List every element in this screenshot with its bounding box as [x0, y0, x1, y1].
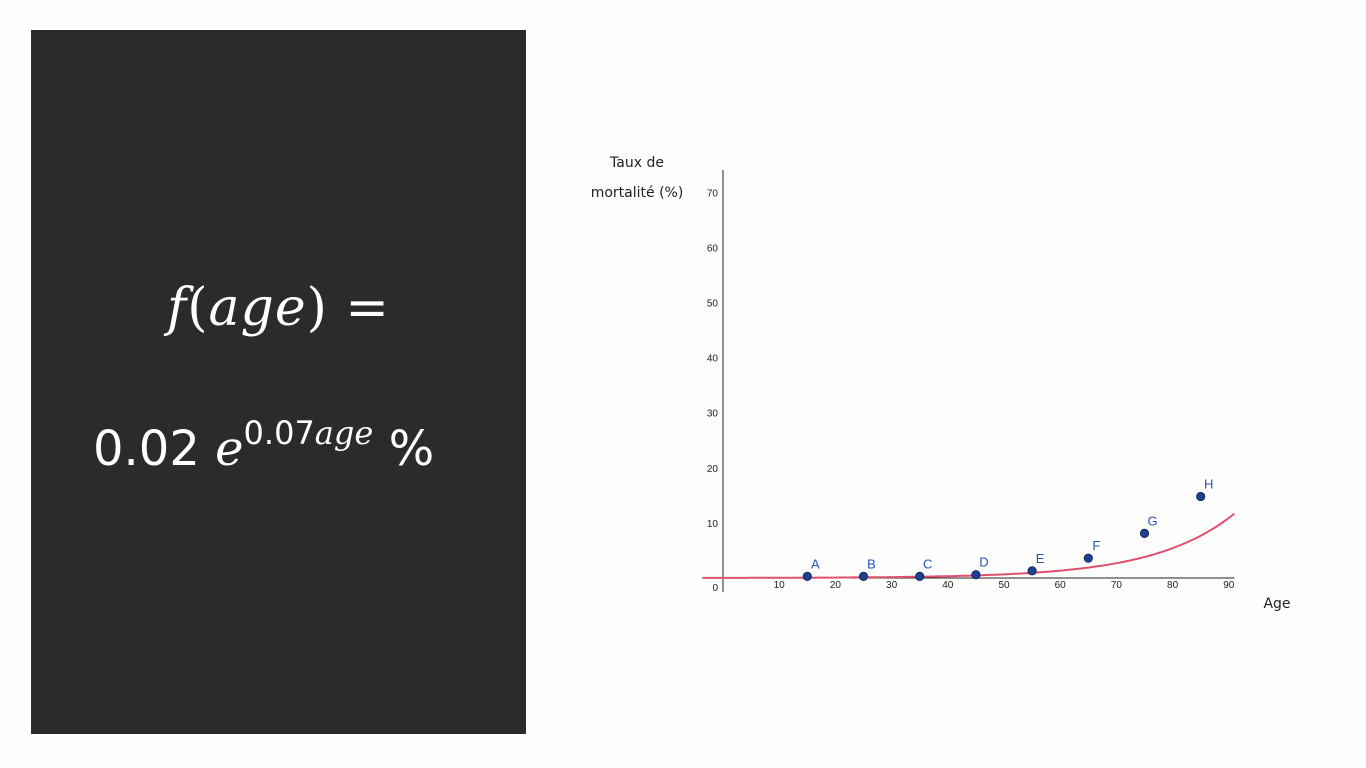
data-point-e [1027, 566, 1037, 576]
formula-coef: 0.02 [93, 421, 200, 477]
formula-var: age [208, 278, 307, 338]
x-tick-label: 60 [1055, 580, 1067, 591]
x-tick-label: 40 [942, 580, 954, 591]
point-label-g: G [1147, 513, 1157, 528]
y-tick-label: 40 [707, 354, 719, 365]
point-label-a: A [811, 556, 820, 571]
point-label-b: B [867, 556, 876, 571]
point-label-c: C [923, 556, 932, 571]
point-label-f: F [1092, 538, 1100, 553]
x-tick-label: 70 [1111, 580, 1123, 591]
x-tick-label: 50 [998, 580, 1010, 591]
formula-panel: f(age) = 0.02 e0.07age % [28, 27, 529, 737]
y-tick-label: 70 [707, 188, 719, 199]
data-point-g [1139, 528, 1150, 538]
x-axis-title: Age [1263, 596, 1290, 612]
y-tick-label: 30 [707, 409, 719, 420]
formula-func: f [166, 278, 188, 338]
point-label-e: E [1036, 551, 1045, 566]
formula-exp-var: age [314, 414, 374, 452]
formula-exp-num: 0.07 [243, 414, 315, 452]
y-tick-label: 20 [707, 464, 719, 475]
exponential-curve [703, 512, 1236, 579]
x-tick-label: 30 [886, 580, 898, 591]
origin-label: 0 [712, 583, 718, 594]
formula-close-paren: ) [306, 278, 328, 338]
x-tick-label: 80 [1167, 580, 1179, 591]
data-point-d [971, 570, 981, 580]
data-point-h [1196, 491, 1206, 502]
formula-base: e [215, 421, 244, 477]
data-point-b [858, 571, 869, 581]
y-tick-label: 10 [707, 519, 719, 530]
formula-unit: % [388, 421, 435, 477]
formula-equals: = [345, 278, 390, 338]
y-axis-title-line2: mortalité (%) [591, 185, 684, 201]
data-point-a [802, 571, 812, 581]
x-tick-label: 10 [774, 580, 786, 591]
y-axis-title-line1: Taux de [609, 155, 664, 171]
chart-plot-area: 10 20 30 40 50 60 70 80 90 10 20 30 40 50 60 70 A B C D E F G H [702, 170, 1236, 592]
formula-rhs: 0.02 e0.07age % [93, 414, 435, 477]
data-point-f [1083, 553, 1093, 563]
data-point-c [915, 571, 925, 581]
x-tick-label: 90 [1223, 580, 1235, 591]
formula-exponent: 0.07age [244, 414, 374, 452]
y-tick-label: 50 [707, 299, 719, 310]
y-tick-label: 60 [707, 243, 719, 254]
formula-open-paren: ( [187, 278, 209, 338]
formula-lhs: f(age) = [31, 278, 526, 338]
mortality-chart: Taux de mortalité (%) Age 0 10 20 30 40 50 60… [591, 155, 1291, 612]
point-label-h: H [1204, 476, 1213, 491]
x-tick-label: 20 [830, 580, 842, 591]
point-label-d: D [979, 555, 988, 570]
